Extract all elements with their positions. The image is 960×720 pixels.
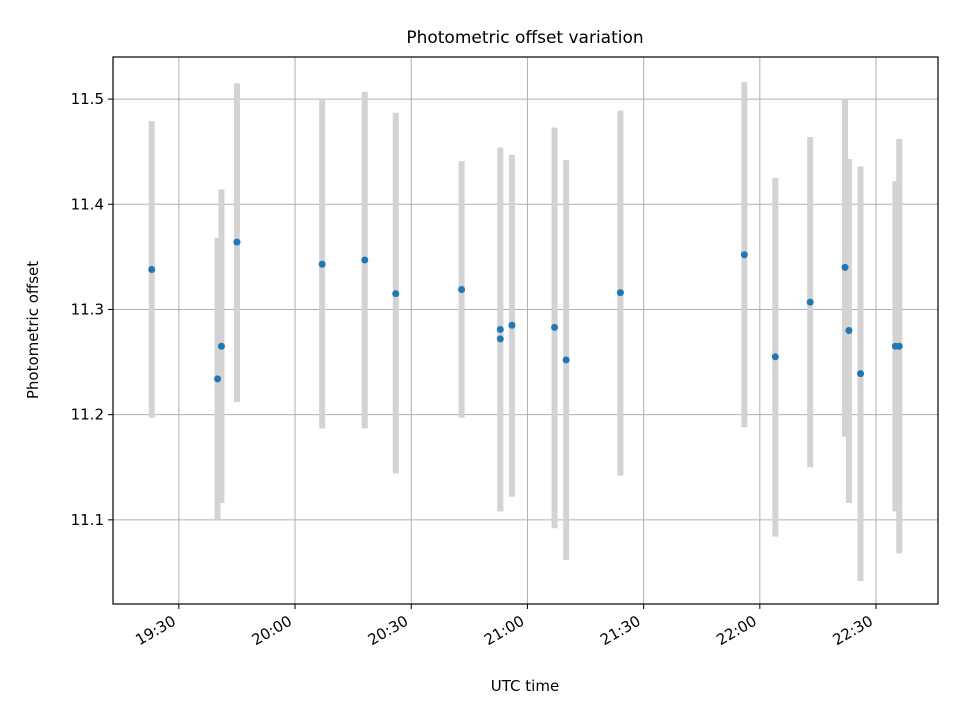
grid	[113, 57, 938, 604]
data-point	[392, 290, 400, 298]
data-point	[845, 327, 853, 334]
data-point	[841, 263, 849, 271]
plot-frame	[112, 56, 939, 605]
data-point	[496, 325, 504, 333]
y-tick-label: 11.4	[71, 195, 104, 213]
y-axis-ticks: 11.1 11.2 11.3 11.4 11.5	[71, 90, 113, 529]
x-axis-label: UTC time	[491, 677, 559, 695]
y-tick-label: 11.2	[71, 406, 104, 424]
data-point	[616, 289, 624, 297]
data-point	[895, 342, 903, 350]
data-point	[806, 298, 814, 306]
data-point	[740, 251, 748, 259]
data-point	[318, 260, 326, 268]
data-point	[217, 342, 225, 350]
data-point	[857, 370, 865, 378]
y-axis-label: Photometric offset	[24, 261, 42, 399]
data-point	[233, 238, 241, 246]
data-point	[562, 356, 570, 364]
y-tick-label: 11.3	[71, 300, 104, 318]
data-point	[771, 353, 779, 361]
data-point	[508, 321, 516, 329]
data-point	[214, 375, 222, 383]
data-point	[551, 323, 559, 331]
y-tick-label: 11.5	[71, 90, 104, 108]
data-points	[148, 238, 903, 383]
data-point	[496, 335, 504, 343]
data-point	[458, 285, 466, 293]
data-point	[361, 256, 369, 264]
data-point	[148, 265, 156, 273]
y-tick-label: 11.1	[71, 511, 104, 529]
chart-title: Photometric offset variation	[406, 28, 643, 48]
